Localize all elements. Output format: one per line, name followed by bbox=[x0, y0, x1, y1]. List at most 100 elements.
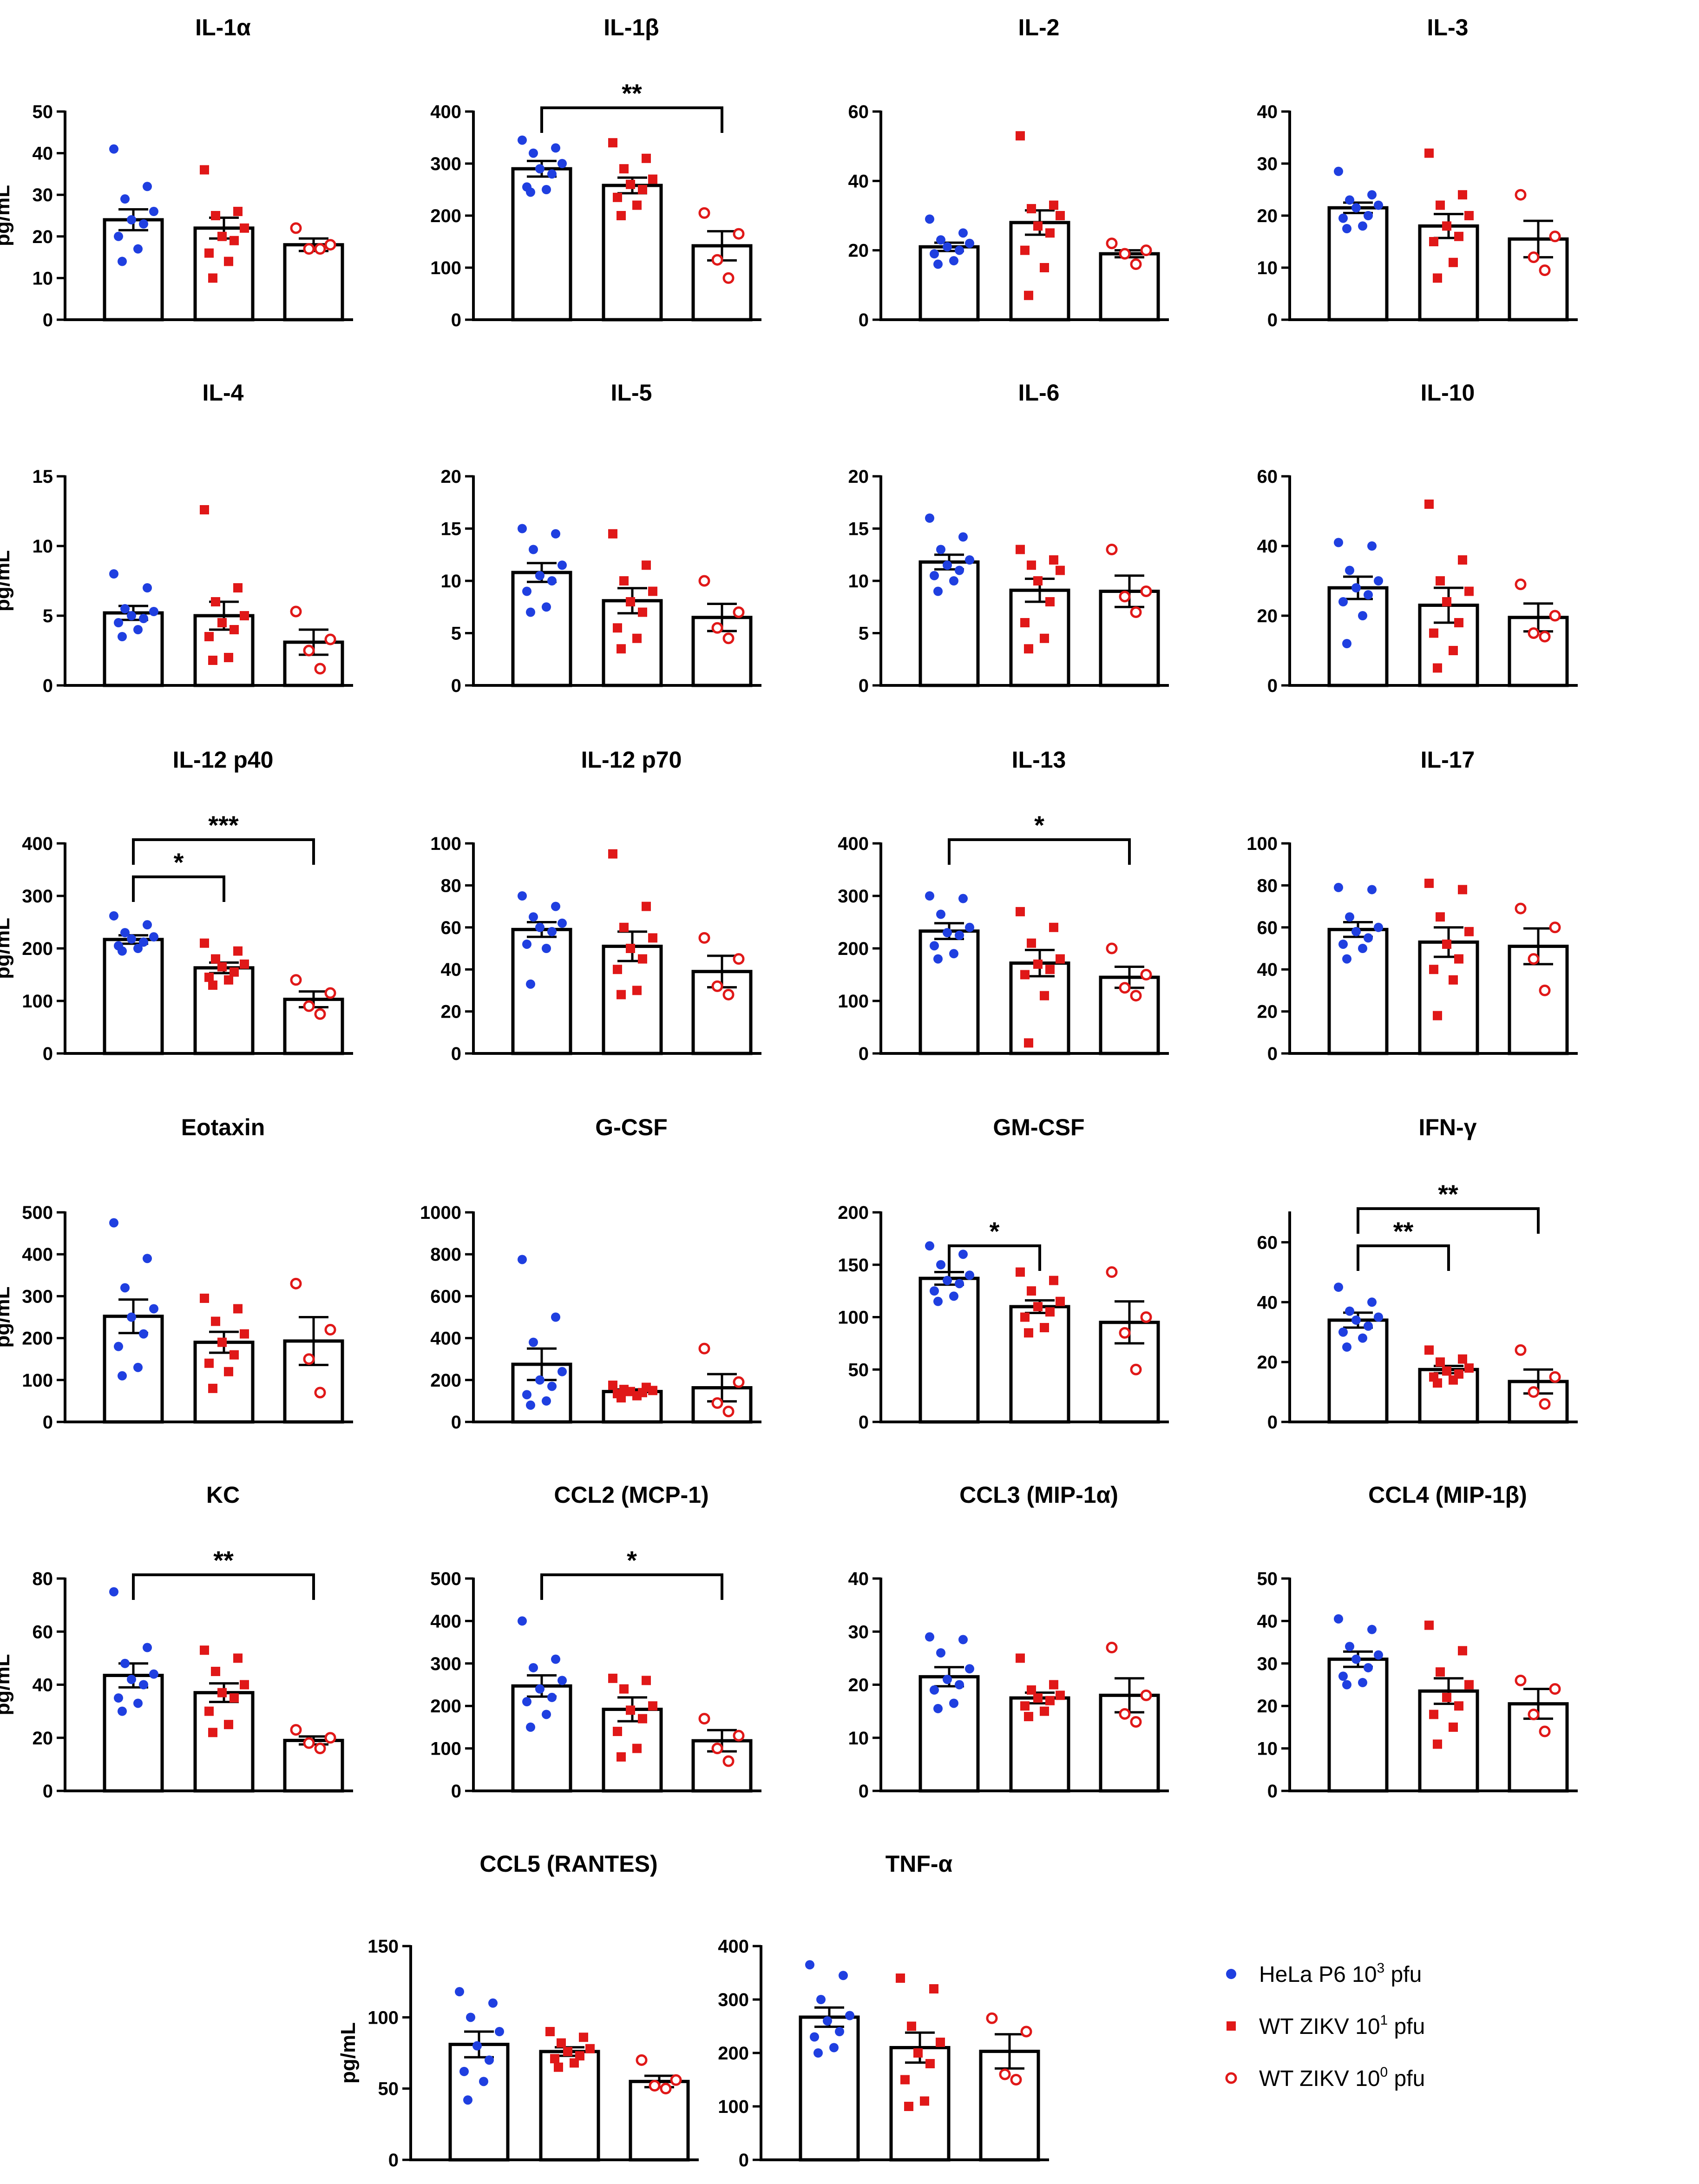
data-point bbox=[217, 1688, 227, 1697]
data-point bbox=[1351, 1315, 1361, 1325]
data-point bbox=[813, 2048, 823, 2058]
data-point bbox=[314, 663, 326, 675]
data-point bbox=[1433, 1378, 1442, 1388]
y-tick-label: 500 bbox=[430, 1569, 461, 1589]
data-point bbox=[1358, 221, 1367, 231]
data-point bbox=[1020, 1701, 1030, 1711]
chart-panel: G-CSF 0 200 400 600 800 1000 bbox=[420, 1114, 761, 1433]
chart-title: CCL3 (MIP-1α) bbox=[959, 1482, 1118, 1508]
data-point bbox=[547, 169, 557, 179]
data-point bbox=[570, 2058, 579, 2068]
data-point bbox=[575, 2051, 584, 2061]
data-point bbox=[1345, 1306, 1354, 1316]
chart-title: IL-4 bbox=[203, 380, 244, 406]
data-point bbox=[1464, 1363, 1474, 1373]
bar bbox=[602, 944, 663, 1055]
y-tick-label: 0 bbox=[43, 310, 53, 330]
data-point bbox=[1464, 586, 1474, 596]
data-point bbox=[1454, 954, 1463, 964]
data-point bbox=[1449, 646, 1458, 655]
legend-item: HeLa P6 103 pfu bbox=[1226, 1960, 1422, 1987]
data-point bbox=[204, 248, 214, 258]
y-tick-label: 800 bbox=[430, 1244, 461, 1265]
data-point bbox=[1334, 882, 1343, 892]
data-point bbox=[118, 946, 127, 956]
data-point bbox=[698, 932, 710, 944]
data-point bbox=[109, 569, 118, 579]
data-point bbox=[1049, 555, 1058, 565]
data-point bbox=[1016, 131, 1025, 141]
data-point bbox=[522, 939, 531, 949]
y-tick-label: 5 bbox=[43, 606, 53, 626]
y-tick-label: 0 bbox=[859, 1781, 869, 1802]
data-point bbox=[314, 243, 326, 255]
data-point bbox=[907, 2021, 916, 2031]
data-point bbox=[660, 2083, 672, 2095]
significance-bracket bbox=[1357, 1244, 1450, 1271]
y-axis-label: pg/mL bbox=[337, 2022, 360, 2084]
y-tick-label: 50 bbox=[378, 2079, 399, 2099]
data-point bbox=[1119, 1327, 1131, 1339]
data-point bbox=[547, 927, 557, 936]
data-point bbox=[649, 2080, 661, 2092]
data-point bbox=[648, 586, 657, 596]
data-point bbox=[114, 618, 123, 627]
data-point bbox=[1528, 627, 1540, 639]
y-tick-label: 80 bbox=[1257, 875, 1278, 896]
data-point bbox=[143, 1254, 152, 1263]
data-point bbox=[120, 1283, 130, 1293]
y-tick-label: 200 bbox=[430, 1370, 461, 1391]
data-point bbox=[149, 932, 158, 942]
data-point bbox=[314, 1743, 326, 1755]
data-point bbox=[913, 2048, 923, 2058]
data-point bbox=[1040, 263, 1049, 272]
data-point bbox=[1433, 273, 1442, 283]
data-point bbox=[518, 135, 527, 145]
bar bbox=[1418, 224, 1479, 322]
data-point bbox=[965, 238, 974, 248]
data-point bbox=[1539, 984, 1551, 996]
data-point bbox=[1424, 1620, 1434, 1630]
data-point bbox=[933, 1296, 943, 1306]
data-point bbox=[1140, 244, 1152, 257]
data-point bbox=[208, 273, 217, 283]
chart-title: IL-17 bbox=[1421, 747, 1475, 773]
data-point bbox=[149, 207, 158, 217]
data-point bbox=[617, 1752, 626, 1762]
y-tick-label: 80 bbox=[33, 1569, 53, 1589]
data-point bbox=[722, 988, 735, 1000]
data-point bbox=[133, 1698, 143, 1708]
data-point bbox=[290, 1724, 302, 1736]
data-point bbox=[925, 891, 934, 901]
y-tick-label: 0 bbox=[1267, 1044, 1278, 1064]
y-tick-label: 0 bbox=[43, 1781, 53, 1802]
data-point bbox=[943, 560, 952, 570]
data-point bbox=[1433, 1739, 1442, 1749]
significance-label: *** bbox=[208, 810, 239, 840]
data-point bbox=[551, 529, 560, 539]
data-point bbox=[1016, 545, 1025, 554]
data-point bbox=[933, 259, 943, 269]
chart-title: TNF-α bbox=[886, 1851, 953, 1877]
data-point bbox=[127, 1312, 136, 1322]
data-point bbox=[619, 922, 629, 932]
y-tick-label: 20 bbox=[441, 1002, 462, 1022]
data-point bbox=[1374, 576, 1383, 585]
chart-panel: IL-10 0 20 40 60 bbox=[1257, 380, 1578, 696]
y-tick-label: 10 bbox=[848, 1728, 869, 1749]
y-tick-label: 100 bbox=[718, 2097, 749, 2117]
data-point bbox=[558, 1367, 567, 1376]
y-axis-label: pg/mL bbox=[0, 1287, 14, 1348]
data-point bbox=[551, 901, 560, 911]
data-point bbox=[526, 607, 535, 617]
data-point bbox=[143, 1643, 152, 1652]
data-point bbox=[558, 560, 567, 570]
data-point bbox=[557, 2038, 566, 2048]
data-point bbox=[1539, 1398, 1551, 1410]
data-point bbox=[619, 576, 629, 585]
data-point bbox=[1436, 1667, 1445, 1677]
data-point bbox=[617, 1393, 626, 1403]
data-point bbox=[613, 1727, 622, 1737]
data-point bbox=[518, 1255, 527, 1264]
data-point bbox=[240, 223, 249, 233]
